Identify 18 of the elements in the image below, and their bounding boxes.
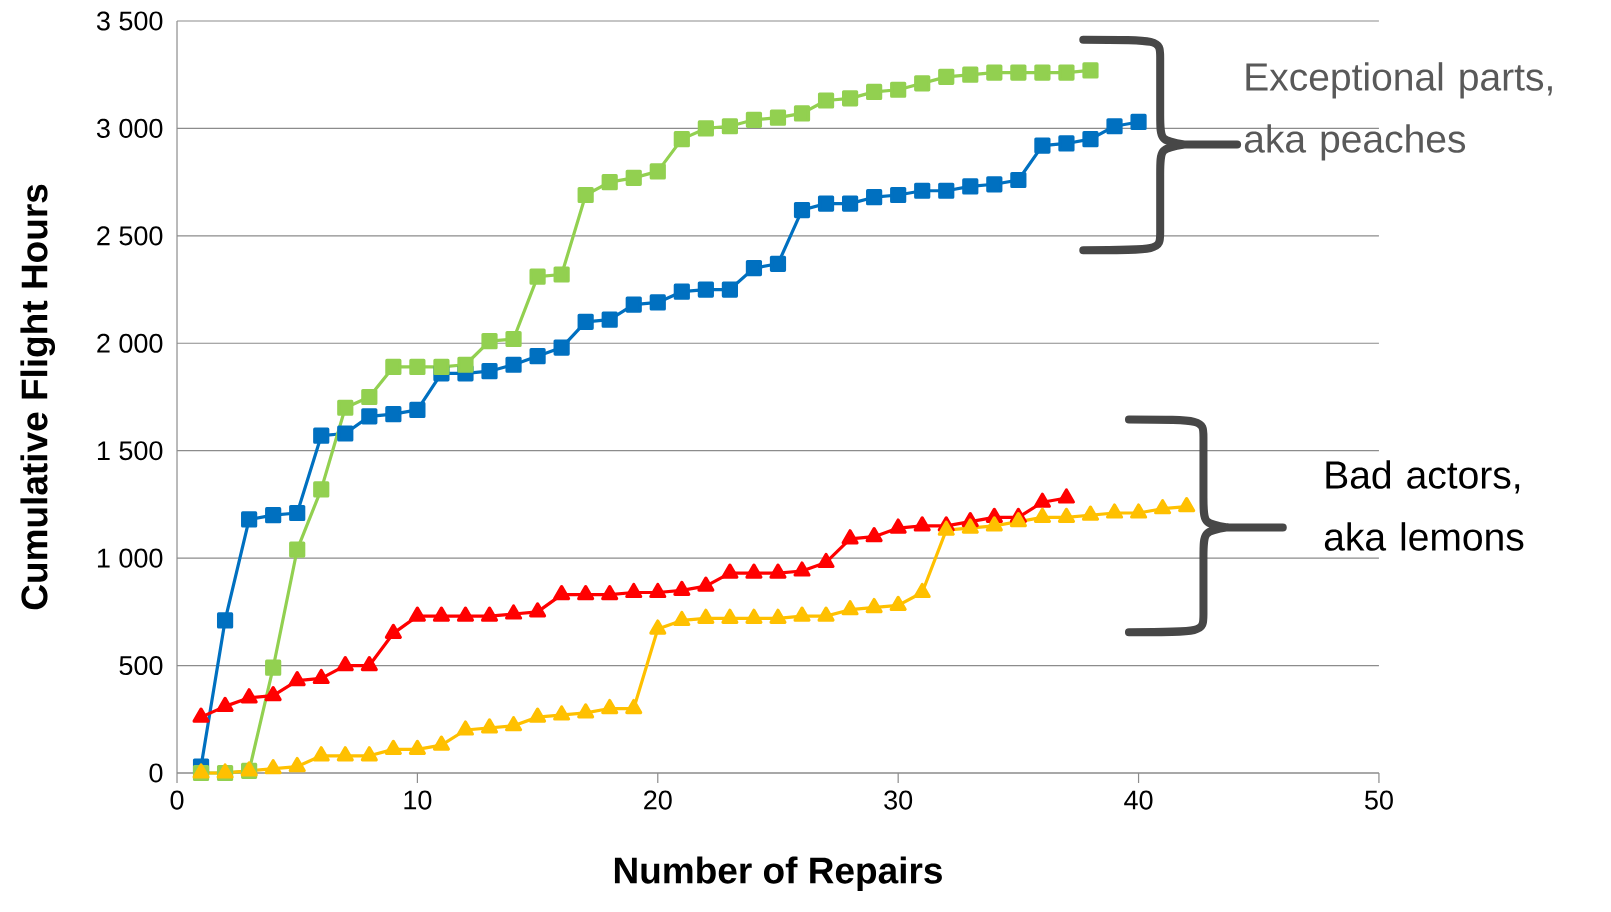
y-tick-label: 1 000 xyxy=(97,548,163,568)
x-tick-label: 0 xyxy=(170,790,184,810)
y-tick-label: 1 500 xyxy=(97,441,163,461)
annotation: Exceptional parts, aka peaches xyxy=(1244,62,1552,161)
y-axis-title: Cumulative Flight Hours xyxy=(20,184,56,610)
y-tick-label: 500 xyxy=(119,656,163,676)
x-tick-label: 20 xyxy=(644,790,672,810)
y-tick-label: 3 000 xyxy=(96,118,163,138)
y-tick-label: 2 500 xyxy=(97,226,163,246)
x-tick-label: 50 xyxy=(1365,790,1393,810)
y-tick-label: 2 000 xyxy=(97,333,163,353)
y-tick-label: 0 xyxy=(149,763,163,783)
annotation: Bad actors, aka lemons xyxy=(1324,460,1524,551)
x-tick-label: 30 xyxy=(884,790,913,810)
y-tick-label: 3 500 xyxy=(96,11,163,31)
x-tick-label: 40 xyxy=(1124,790,1153,810)
x-axis-title: Number of Repairs xyxy=(614,856,942,891)
x-tick-label: 10 xyxy=(404,790,432,810)
